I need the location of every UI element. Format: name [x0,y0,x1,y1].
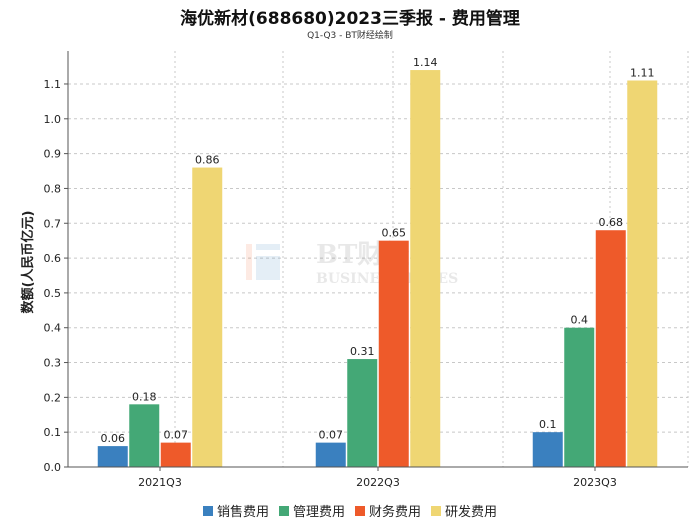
bar-value-label: 1.14 [413,56,438,69]
bar [160,442,191,467]
bar-chart: BT财经 BUSINESS TIMES 0.060.180.070.860.07… [20,51,689,489]
bar-value-label: 1.11 [630,66,655,79]
bar-value-label: 0.07 [319,429,344,442]
y-tick-label: 0.2 [44,391,62,404]
watermark-logo-bar [256,244,280,250]
bar [564,327,595,467]
legend: 销售费用 管理费用 财务费用 研发费用 [0,501,700,520]
bar-value-label: 0.68 [599,216,624,229]
x-tick-label: 2022Q3 [356,476,400,489]
y-tick-label: 0.5 [44,287,62,300]
legend-item: 研发费用 [431,501,497,520]
legend-label: 财务费用 [369,505,422,520]
bar [315,442,346,467]
legend-label: 管理费用 [292,505,345,520]
legend-swatch [431,505,442,516]
chart-title: 海优新材(688680)2023三季报 - 费用管理 [180,9,520,29]
bars [97,70,658,468]
bar-value-label: 0.86 [195,154,220,167]
y-tick-label: 1.1 [44,78,62,91]
watermark-logo-bar [256,256,280,280]
bar-value-label: 0.4 [571,314,589,327]
y-tick-label: 1.0 [44,113,62,126]
legend-swatch [278,505,289,516]
watermark-logo-bar [246,244,252,280]
bar [595,230,626,467]
legend-swatch [202,505,213,516]
bar [347,359,378,467]
x-tick-label: 2021Q3 [138,476,182,489]
chart-subtitle: Q1-Q3 - BT财经绘制 [307,31,393,41]
bar [410,70,441,467]
bar-value-label: 0.31 [350,345,375,358]
data-labels: 0.06 0.18 0.07 0.86 0.07 0.31 0.65 1.14 0.1 0.4 0.… [101,56,655,445]
legend-label: 研发费用 [445,505,498,520]
bar [532,432,563,467]
y-tick-label: 0.7 [44,217,62,230]
legend-item: 财务费用 [355,501,421,520]
bar [627,80,658,468]
legend-item: 管理费用 [278,501,345,520]
bar [192,167,223,467]
y-tick-label: 0.3 [44,357,62,370]
legend-swatch [355,505,365,516]
x-tick-label: 2023Q3 [573,476,617,489]
bar-value-label: 0.65 [382,227,407,240]
y-tick-label: 0.6 [44,252,62,265]
bar [378,240,409,467]
y-tick-label: 0.1 [44,426,62,439]
legend-label: 销售费用 [216,505,269,520]
bar [129,404,160,467]
y-axis-label: 数额(人民币亿元) [20,211,36,314]
axes: 0.0 0.1 0.2 0.3 0.4 0.5 0.6 0.7 0.8 0.9 1.0 1.1 2021… [44,51,688,489]
bar-value-label: 0.07 [164,429,189,442]
y-tick-label: 0.9 [44,148,62,161]
y-tick-label: 0.0 [44,461,62,474]
bar [97,446,128,467]
y-tick-label: 0.8 [44,182,62,195]
legend-item: 销售费用 [202,501,269,520]
bar-value-label: 0.1 [539,418,557,431]
bar-value-label: 0.06 [101,432,126,445]
bar-value-label: 0.18 [132,390,157,403]
y-tick-label: 0.4 [44,322,62,335]
